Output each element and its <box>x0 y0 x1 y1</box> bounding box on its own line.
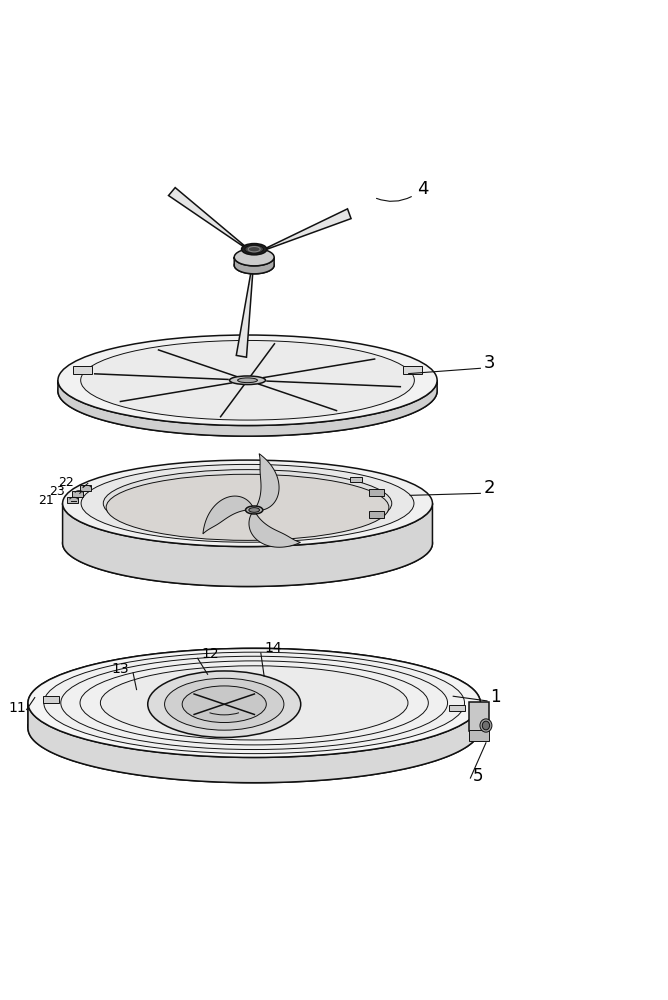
Ellipse shape <box>234 249 274 266</box>
Ellipse shape <box>28 648 480 757</box>
Polygon shape <box>236 254 254 357</box>
Bar <box>43 696 59 703</box>
Ellipse shape <box>44 652 464 754</box>
Ellipse shape <box>81 464 414 542</box>
Bar <box>403 366 422 374</box>
Ellipse shape <box>58 346 437 436</box>
Bar <box>369 511 383 518</box>
Ellipse shape <box>246 506 263 514</box>
Ellipse shape <box>482 721 490 730</box>
Ellipse shape <box>63 500 432 586</box>
Bar <box>67 497 77 503</box>
Ellipse shape <box>242 244 267 255</box>
Ellipse shape <box>58 335 437 425</box>
Ellipse shape <box>164 678 284 730</box>
Text: 2: 2 <box>484 479 495 497</box>
Ellipse shape <box>238 378 257 383</box>
Ellipse shape <box>81 340 414 420</box>
Ellipse shape <box>249 508 259 512</box>
Bar <box>80 485 91 491</box>
Polygon shape <box>203 496 254 534</box>
Text: 23: 23 <box>49 485 65 498</box>
Bar <box>469 702 488 731</box>
Ellipse shape <box>106 474 389 540</box>
Polygon shape <box>234 257 274 274</box>
Bar <box>449 705 465 711</box>
Text: 12: 12 <box>201 647 218 661</box>
Ellipse shape <box>104 470 391 537</box>
Text: 1: 1 <box>490 688 501 706</box>
Ellipse shape <box>245 245 263 253</box>
Polygon shape <box>58 380 437 436</box>
Ellipse shape <box>148 671 301 737</box>
Bar <box>72 491 83 497</box>
Ellipse shape <box>80 661 428 745</box>
Ellipse shape <box>182 686 267 723</box>
Polygon shape <box>249 510 301 547</box>
Text: 11: 11 <box>8 701 26 715</box>
Text: 22: 22 <box>58 476 73 489</box>
Ellipse shape <box>63 460 432 547</box>
Text: 21: 21 <box>38 494 53 507</box>
Bar <box>73 366 92 374</box>
Polygon shape <box>28 703 480 783</box>
Bar <box>469 730 488 741</box>
Ellipse shape <box>100 666 408 740</box>
Ellipse shape <box>234 257 274 274</box>
Polygon shape <box>168 188 254 254</box>
Polygon shape <box>63 503 432 586</box>
Polygon shape <box>28 648 480 728</box>
Polygon shape <box>254 209 351 254</box>
Text: 4: 4 <box>417 180 429 198</box>
Ellipse shape <box>480 719 492 732</box>
Text: 14: 14 <box>264 641 282 655</box>
Polygon shape <box>254 454 279 510</box>
Ellipse shape <box>230 376 266 385</box>
Text: 3: 3 <box>484 354 495 372</box>
Text: 5: 5 <box>472 767 483 785</box>
Bar <box>369 489 383 496</box>
Text: 13: 13 <box>111 662 129 676</box>
Ellipse shape <box>61 656 448 750</box>
Bar <box>351 477 362 482</box>
Ellipse shape <box>28 674 480 783</box>
